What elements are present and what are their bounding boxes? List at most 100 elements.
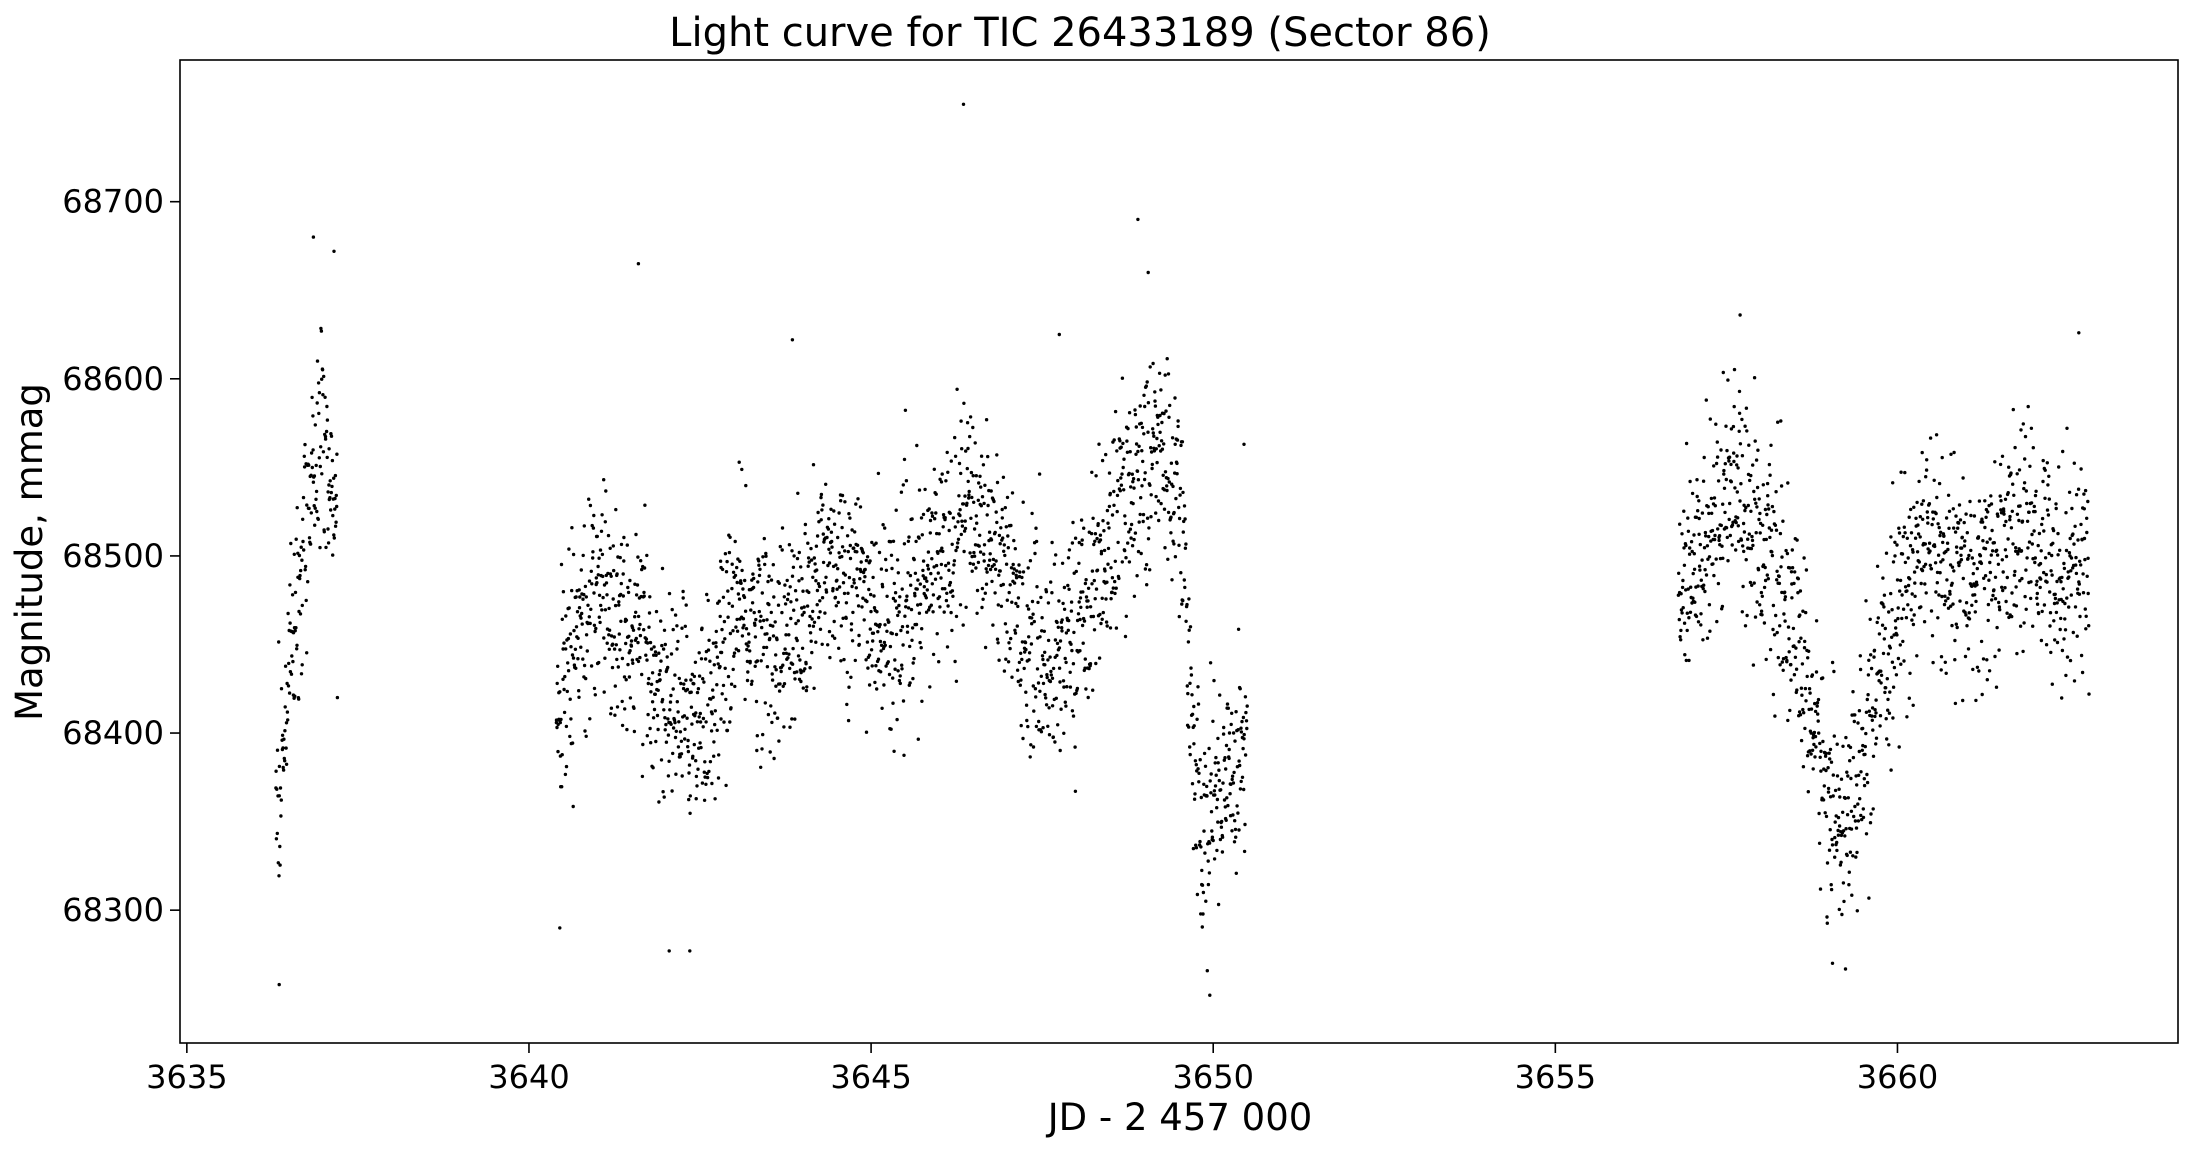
data-point [2067,551,2072,555]
data-point [947,568,951,572]
data-point [1911,550,1915,554]
data-point [940,472,944,476]
data-point [1686,587,1690,591]
data-point [607,606,611,611]
data-point [595,534,599,539]
data-point [944,598,949,603]
data-point [770,720,774,725]
data-point [894,508,898,512]
data-point [1821,739,1825,744]
data-point [328,479,332,483]
data-point [911,676,915,681]
data-point [1687,658,1691,663]
data-point [1861,807,1866,811]
data-point [1032,619,1037,624]
data-point [960,519,964,523]
data-point [1857,749,1862,754]
data-point [760,625,764,630]
data-point [704,720,708,724]
data-point [1747,443,1751,447]
data-point [1962,544,1967,548]
data-point [823,611,827,615]
data-point [929,571,933,576]
data-point [751,585,756,590]
data-point [884,557,888,562]
data-point [585,649,589,653]
data-point [2007,465,2011,469]
data-point [944,479,948,483]
data-point [643,503,647,507]
data-point [840,554,844,559]
data-point [1123,514,1127,518]
data-point [287,661,291,666]
data-point [1070,648,1074,653]
data-point [1829,883,1833,887]
data-point [555,681,559,686]
data-point [1241,746,1245,751]
data-point [634,610,638,614]
data-point [1790,566,1795,570]
data-point [1192,724,1196,728]
data-point [2073,605,2078,609]
data-point [1243,695,1248,699]
data-point [1891,716,1895,720]
data-point [1789,662,1793,667]
data-point [1244,719,1249,723]
data-point [301,517,305,521]
data-point [721,640,725,644]
data-point [985,570,989,574]
data-point [312,474,317,478]
data-point [1231,813,1235,817]
data-point [930,582,934,586]
data-point [908,573,913,578]
data-point [932,565,936,569]
data-point [879,643,884,647]
data-point [1745,613,1749,618]
data-point [1971,571,1976,576]
data-point [1950,565,1955,569]
data-point [1126,426,1130,431]
data-point [2038,561,2043,566]
data-point [1087,666,1091,671]
data-point [1967,611,1971,615]
data-point [771,634,776,638]
data-point [696,767,700,771]
data-point [637,627,641,631]
data-point [1882,637,1887,641]
data-point [1104,452,1108,457]
data-point [855,550,859,554]
data-point [674,772,678,776]
data-point [2053,638,2057,642]
data-point [1884,686,1888,690]
data-point [913,594,917,598]
data-point [1787,637,1791,641]
data-point [908,644,912,649]
data-point [1958,518,1963,522]
data-point [1019,651,1023,655]
data-point [811,463,816,467]
data-point [950,628,954,633]
data-point [660,566,665,571]
data-point [748,659,752,664]
data-point [1923,582,1927,586]
data-point [821,532,825,536]
data-point [615,657,619,662]
data-point [990,579,994,584]
data-point [685,716,689,720]
data-point [1240,719,1244,724]
data-point [580,611,584,616]
data-point [1972,562,1976,566]
chart-title: Light curve for TIC 26433189 (Sector 86) [669,10,1491,56]
data-point [579,568,583,572]
data-point [1998,608,2002,612]
data-point [1863,744,1868,749]
data-point [633,615,637,619]
data-point [1218,693,1222,697]
data-point [697,715,701,719]
data-point [613,684,617,688]
data-point [1799,686,1804,690]
data-point [1861,726,1865,731]
data-point [943,587,947,591]
data-point [1683,653,1687,657]
data-point [1918,535,1922,539]
